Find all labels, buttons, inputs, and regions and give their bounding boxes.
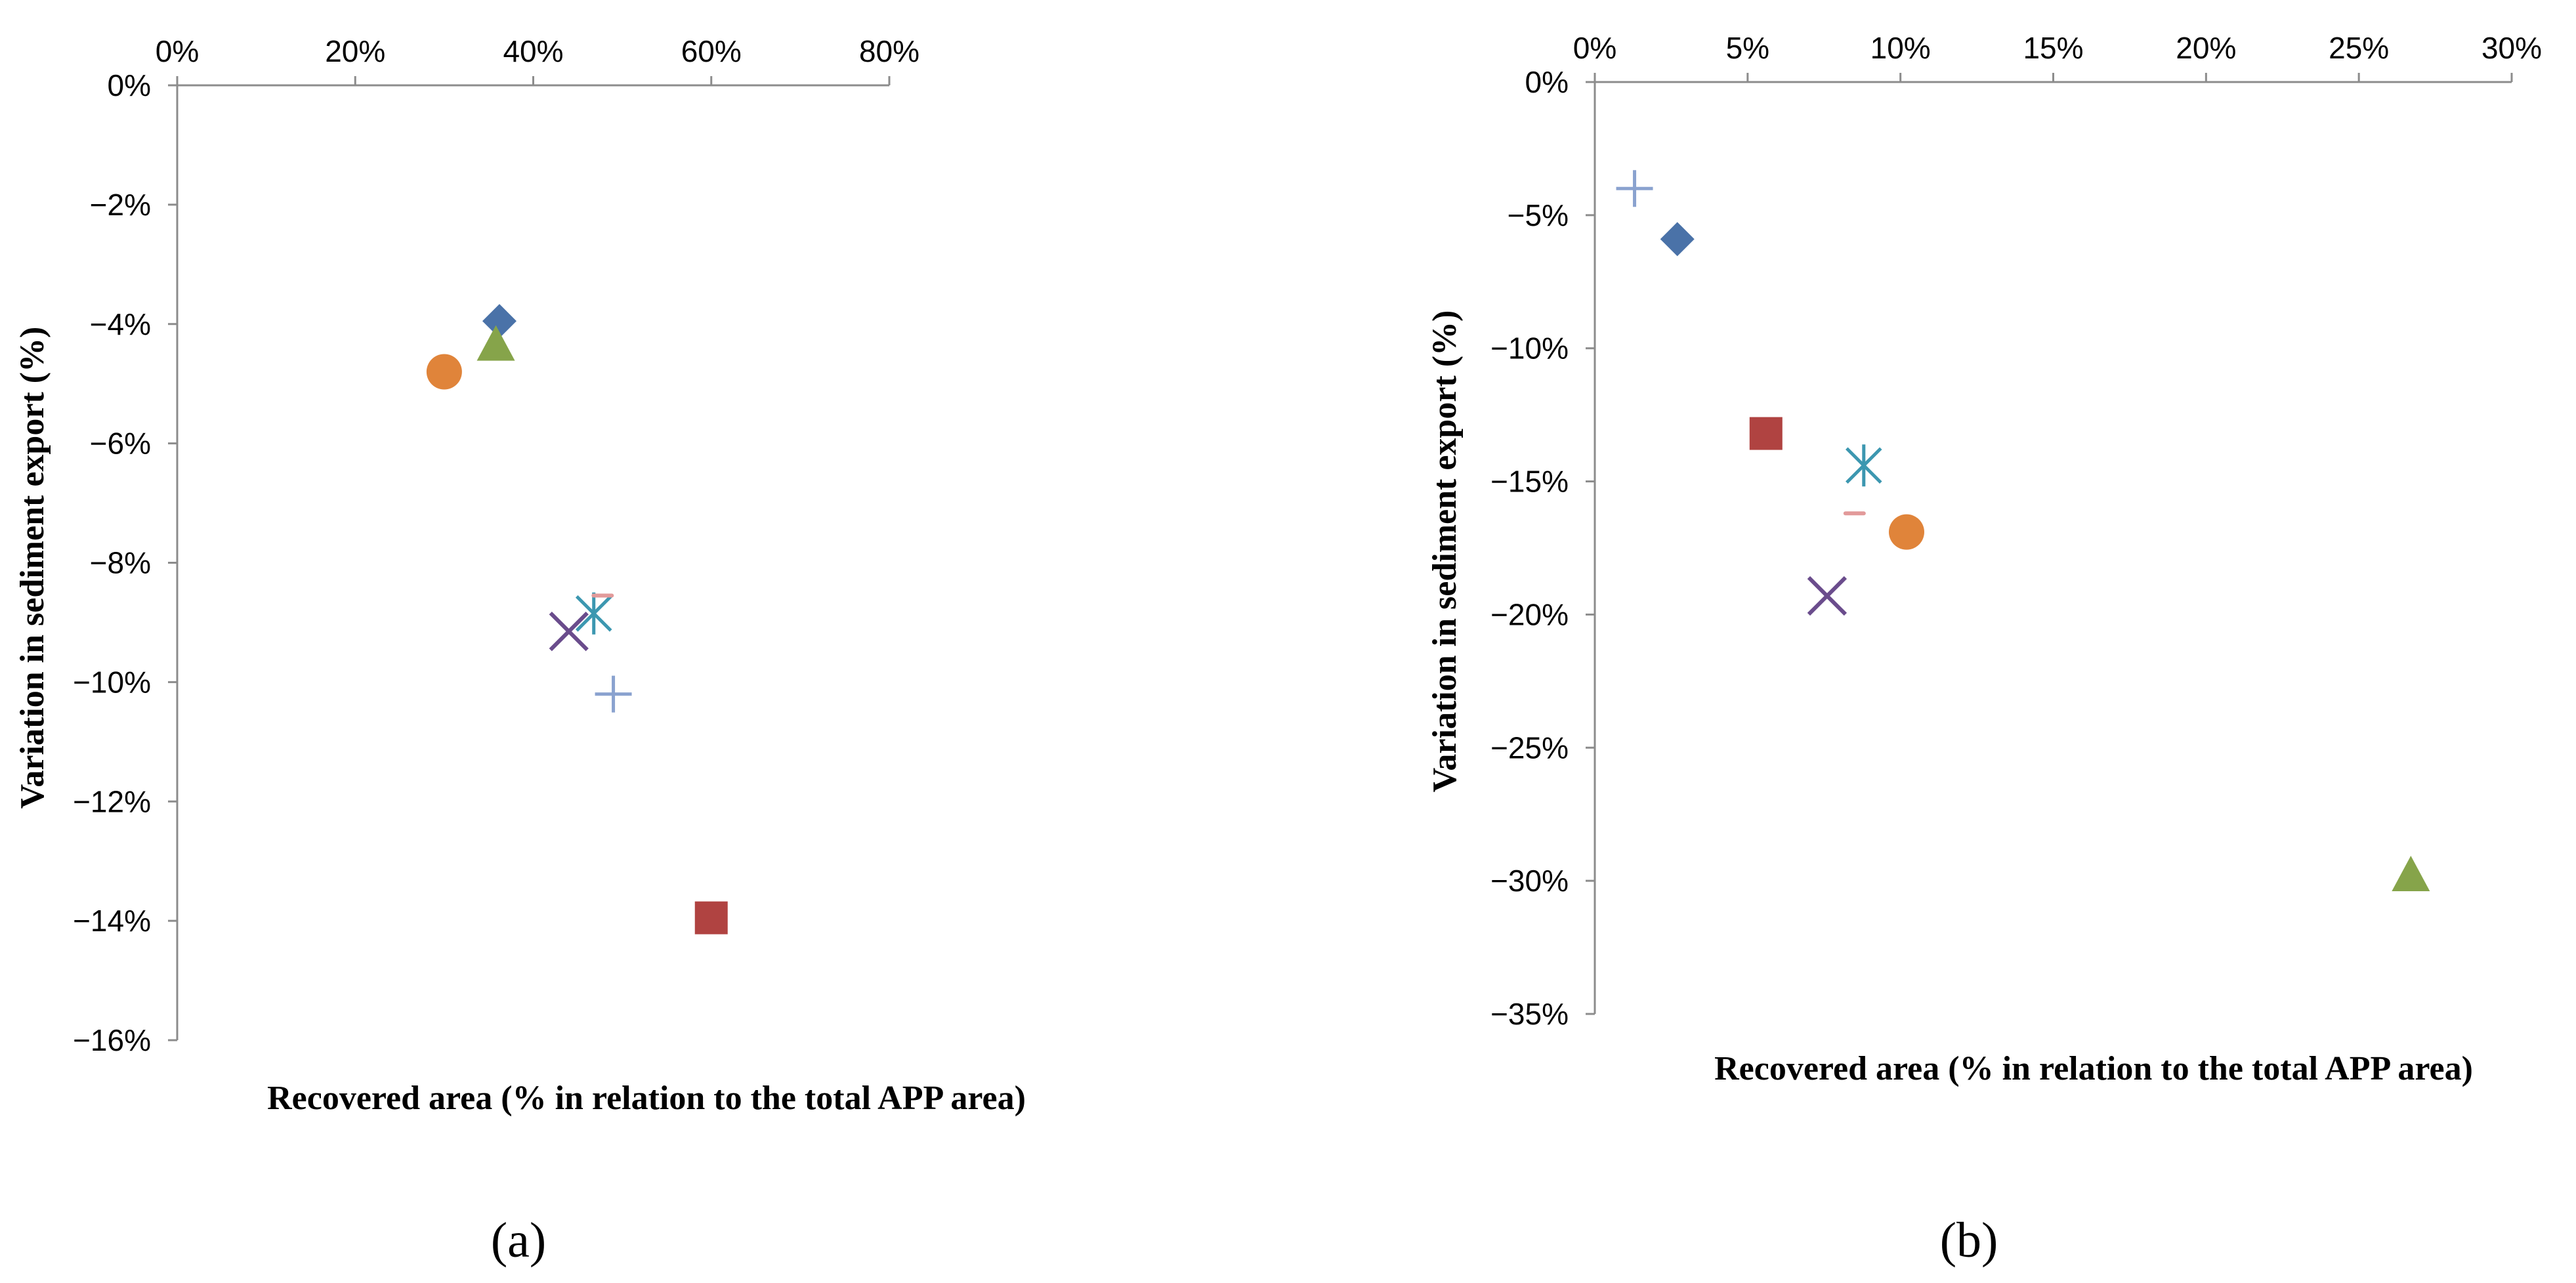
- y-tick-label: −20%: [1490, 597, 1569, 631]
- data-point-diamond: [482, 304, 517, 339]
- data-point-asterisk: [575, 592, 612, 635]
- x-tick-label: 80%: [859, 34, 919, 68]
- data-point-square: [1749, 417, 1783, 450]
- y-axis-ticks: 0% −5% −10% −15% −20% −25% −30% −35%: [1490, 65, 1595, 1031]
- y-tick-label: −30%: [1490, 864, 1569, 898]
- data-point-plus: [1616, 170, 1653, 207]
- y-tick-label: −14%: [73, 904, 151, 938]
- x-tick-label: 20%: [325, 34, 385, 68]
- x-tick-label: 30%: [2481, 31, 2542, 65]
- data-point-asterisk: [1846, 444, 1882, 487]
- data-point-circle: [1888, 514, 1924, 550]
- data-point-x: [549, 611, 589, 652]
- x-tick-label: 40%: [503, 34, 563, 68]
- x-tick-label: 0%: [156, 34, 199, 68]
- data-point-triangle: [2392, 856, 2430, 892]
- x-axis-ticks: 0% 20% 40% 60% 80%: [156, 34, 919, 85]
- y-tick-label: −8%: [90, 546, 151, 580]
- data-point-diamond: [1660, 222, 1695, 257]
- panel-label-a: (a): [491, 1213, 546, 1268]
- y-axis-label: Variation in sediment export (%): [1426, 310, 1464, 793]
- y-tick-label: −5%: [1508, 198, 1569, 232]
- y-tick-label: −2%: [90, 188, 151, 222]
- y-axis-ticks: 0% −2% −4% −6% −8% −10% −12% −14% −16%: [73, 68, 177, 1057]
- y-tick-label: −35%: [1490, 997, 1569, 1031]
- chart-panel-a: 0% 20% 40% 60% 80% 0% −2% −4% −6% −8% −10% −12% −14…: [14, 34, 1026, 1268]
- y-tick-label: 0%: [108, 68, 151, 102]
- axis-frame: [176, 84, 889, 1040]
- chart-panel-b: 0% 5% 10% 15% 20% 25% 30% 0% −5% −10% −15% −20% −25…: [1426, 31, 2542, 1268]
- y-tick-label: −4%: [90, 307, 151, 341]
- axis-frame: [1594, 81, 2512, 1014]
- x-tick-label: 10%: [1870, 31, 1931, 65]
- data-point-plus: [595, 675, 632, 713]
- x-tick-label: 0%: [1573, 31, 1616, 65]
- x-tick-label: 20%: [2176, 31, 2236, 65]
- x-axis-label: Recovered area (% in relation to the tot…: [1714, 1050, 2473, 1087]
- x-axis-ticks: 0% 5% 10% 15% 20% 25% 30%: [1573, 31, 2542, 82]
- data-point-circle: [426, 354, 462, 390]
- data-point-x: [1807, 576, 1848, 616]
- data-points: [426, 304, 728, 935]
- y-tick-label: −10%: [1490, 331, 1569, 366]
- y-tick-label: 0%: [1525, 65, 1569, 99]
- y-tick-label: −25%: [1490, 730, 1569, 765]
- data-points: [1616, 170, 2430, 892]
- data-point-triangle: [476, 325, 515, 361]
- x-tick-label: 60%: [681, 34, 742, 68]
- x-tick-label: 5%: [1726, 31, 1769, 65]
- x-axis-label: Recovered area (% in relation to the tot…: [267, 1080, 1026, 1117]
- x-tick-label: 15%: [2023, 31, 2083, 65]
- y-tick-label: −16%: [73, 1023, 151, 1057]
- y-tick-label: −6%: [90, 427, 151, 461]
- y-tick-label: −12%: [73, 784, 151, 818]
- y-axis-label: Variation in sediment export (%): [14, 327, 51, 809]
- data-point-square: [694, 901, 728, 935]
- y-tick-label: −15%: [1490, 465, 1569, 499]
- panel-label-b: (b): [1940, 1213, 1998, 1268]
- x-tick-label: 25%: [2329, 31, 2389, 65]
- y-tick-label: −10%: [73, 665, 151, 699]
